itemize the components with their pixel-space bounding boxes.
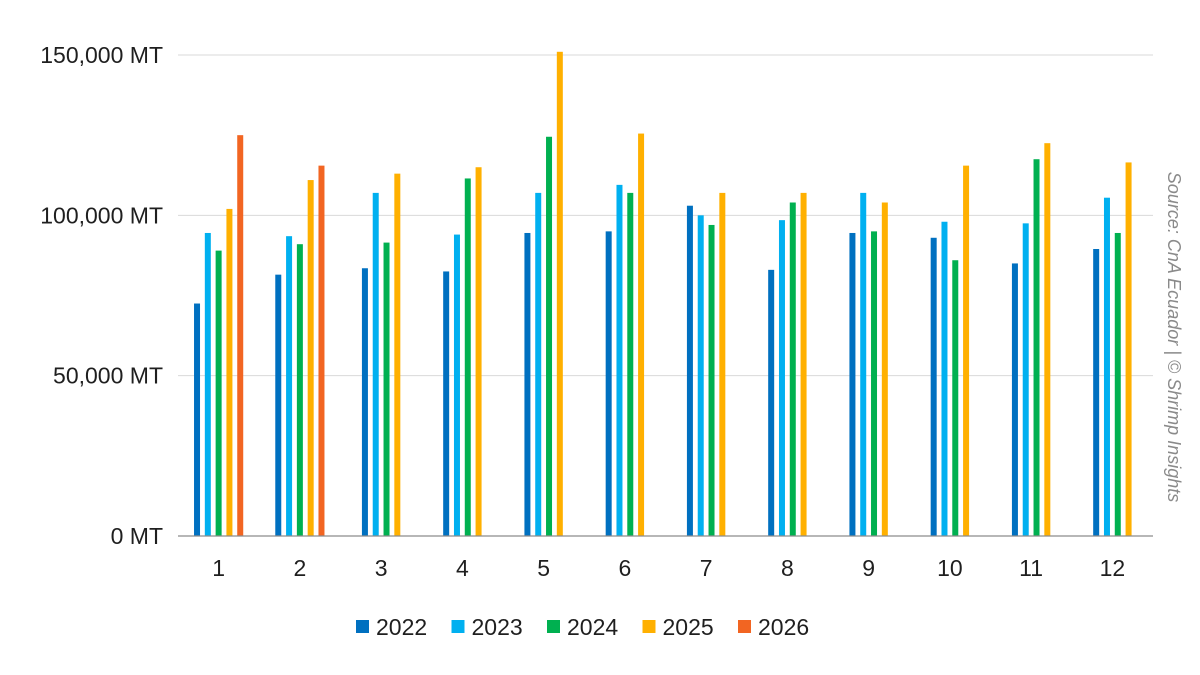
x-tick-label: 6: [618, 555, 631, 581]
x-axis-tick-labels: 1 2 3 4 5 6 7 8 9 10 11 12: [212, 555, 1125, 581]
x-tick-label: 9: [862, 555, 875, 581]
legend-swatch-2026: [738, 620, 751, 633]
bar-2024-month-12: [1114, 232, 1121, 536]
legend-label-2024: 2024: [567, 614, 618, 640]
bar-2024-month-4: [464, 178, 471, 536]
bar-2024-month-6: [627, 192, 634, 537]
legend-label-2026: 2026: [758, 614, 809, 640]
bar-2022-month-7: [686, 205, 693, 537]
legend-label-2023: 2023: [472, 614, 523, 640]
bar-2022-month-11: [1011, 263, 1018, 536]
x-tick-label: 10: [937, 555, 963, 581]
bar-2023-month-10: [941, 221, 948, 536]
x-tick-label: 4: [456, 555, 469, 581]
bar-2023-month-3: [372, 192, 379, 537]
bar-2025-month-9: [881, 202, 888, 537]
bar-2023-month-6: [616, 184, 623, 536]
y-axis-tick-labels: 0 MT 50,000 MT 100,000 MT 150,000 MT: [40, 42, 163, 549]
bar-2024-month-2: [296, 244, 303, 536]
bar-2024-month-8: [789, 202, 796, 537]
bar-2025-month-12: [1125, 162, 1132, 536]
bar-2026-month-2: [318, 165, 325, 536]
x-tick-label: 8: [781, 555, 794, 581]
x-tick-label: 1: [212, 555, 225, 581]
legend-label-2025: 2025: [663, 614, 714, 640]
bar-2022-month-8: [768, 269, 775, 536]
bar-2024-month-10: [952, 260, 959, 536]
bar-2025-month-2: [307, 180, 314, 536]
gridlines: [178, 54, 1153, 377]
bar-2025-month-7: [719, 192, 726, 537]
bar-2024-month-5: [546, 136, 553, 536]
bar-2026-month-1: [237, 135, 244, 536]
bar-2025-month-10: [963, 165, 970, 536]
legend-swatch-2025: [642, 620, 656, 633]
bar-2024-month-1: [215, 250, 222, 536]
bar-2023-month-2: [286, 236, 293, 536]
bar-2023-month-5: [535, 192, 542, 537]
bar-2025-month-6: [638, 133, 645, 536]
x-tick-label: 2: [293, 555, 306, 581]
bar-2025-month-8: [800, 192, 807, 537]
bar-2025-month-3: [394, 173, 401, 536]
bar-2023-month-4: [453, 234, 460, 536]
bar-2024-month-9: [871, 231, 878, 536]
x-tick-label: 7: [700, 555, 713, 581]
bar-2023-month-11: [1022, 223, 1029, 536]
legend: 2022 2023 2024 2025 2026: [356, 614, 809, 640]
bar-2022-month-12: [1093, 249, 1100, 536]
bar-2022-month-6: [605, 231, 612, 536]
x-tick-label: 5: [537, 555, 550, 581]
bar-2023-month-7: [697, 215, 704, 537]
bar-2022-month-3: [361, 268, 368, 536]
x-tick-label: 12: [1100, 555, 1126, 581]
bar-2023-month-9: [860, 192, 867, 537]
bar-2024-month-7: [708, 224, 715, 536]
bar-2024-month-3: [383, 242, 390, 536]
bar-2025-month-4: [475, 167, 482, 536]
y-tick-label: 150,000 MT: [40, 42, 163, 68]
y-tick-label: 100,000 MT: [40, 202, 163, 228]
bar-2025-month-11: [1044, 143, 1051, 536]
x-tick-label: 11: [1019, 555, 1043, 581]
legend-swatch-2024: [547, 620, 560, 633]
bar-2023-month-8: [778, 220, 785, 537]
bar-2023-month-12: [1103, 197, 1110, 537]
source-note: Source: CnA Ecuador | © Shrimp Insights: [1164, 172, 1184, 502]
bar-2022-month-2: [275, 274, 282, 536]
bar-2022-month-1: [194, 303, 201, 536]
bar-2023-month-1: [204, 232, 211, 536]
legend-swatch-2022: [356, 620, 369, 633]
bar-2022-month-4: [443, 271, 450, 536]
bar-2025-month-1: [226, 208, 233, 537]
bar-2024-month-11: [1033, 159, 1040, 536]
legend-label-2022: 2022: [376, 614, 427, 640]
bar-2025-month-5: [556, 51, 563, 536]
bar-2022-month-5: [524, 232, 531, 536]
bar-2022-month-9: [849, 232, 856, 536]
bar-2022-month-10: [930, 237, 937, 536]
x-tick-label: 3: [375, 555, 388, 581]
bars: [194, 51, 1132, 537]
y-tick-label: 0 MT: [111, 523, 163, 549]
legend-swatch-2023: [451, 620, 465, 633]
y-tick-label: 50,000 MT: [53, 363, 163, 389]
